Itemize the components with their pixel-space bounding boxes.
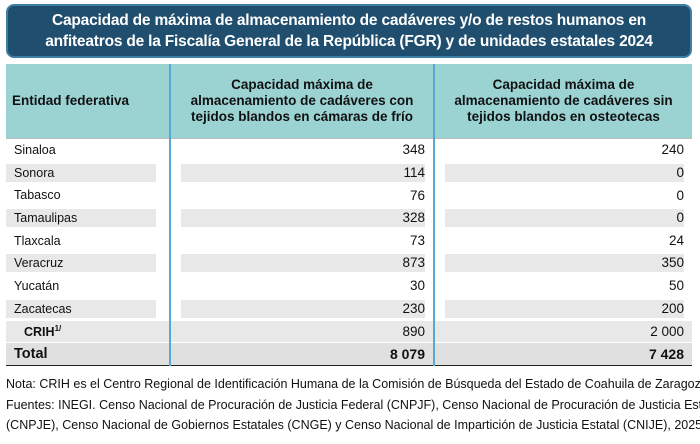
sources-line: Fuentes: INEGI. Censo Nacional de Procur… — [6, 397, 700, 412]
osteotecas-cell: 350 — [445, 254, 684, 273]
frio-cell: 76 — [169, 183, 434, 208]
frio-cell: 873 — [181, 254, 425, 273]
frio-cell: 328 — [181, 208, 425, 227]
crih-entity-cell: CRIH1/ — [6, 320, 170, 344]
header-frio: Capacidad máxima de almacenamiento de ca… — [169, 64, 434, 139]
frio-cell: 114 — [181, 163, 425, 182]
osteotecas-cell: 0 — [445, 208, 684, 227]
table-row: Yucatán 30 50 — [6, 274, 692, 298]
header-entity: Entidad federativa — [6, 64, 170, 139]
table-row: Tamaulipas 328 0 — [6, 206, 692, 230]
header-osteotecas: Capacidad máxima de almacenamiento de ca… — [433, 64, 692, 139]
frio-cell: 348 — [169, 138, 434, 162]
header-row: Entidad federativa Capacidad máxima de a… — [6, 64, 692, 139]
entity-cell: Zacatecas — [6, 299, 156, 318]
footnote-mark: 1/ — [54, 323, 62, 333]
crih-row: CRIH1/ 890 2 000 — [6, 320, 692, 344]
sources-line-cont: (CNPJE), Censo Nacional de Gobiernos Est… — [6, 418, 700, 432]
entity-cell: Tamaulipas — [6, 208, 156, 227]
osteotecas-cell: 200 — [445, 299, 684, 318]
entity-cell: Yucatán — [6, 274, 170, 298]
osteotecas-cell: 50 — [433, 274, 692, 298]
osteotecas-cell: 0 — [445, 163, 684, 182]
crih-frio-cell: 890 — [169, 320, 434, 344]
table-row: Sinaloa 348 240 — [6, 138, 692, 162]
data-table: Entidad federativa Capacidad máxima de a… — [6, 64, 692, 366]
entity-cell: Tlaxcala — [6, 229, 170, 253]
entity-cell: Veracruz — [6, 254, 156, 273]
notes: Nota: CRIH es el Centro Regional de Iden… — [6, 374, 700, 436]
table-title: Capacidad de máxima de almacenamiento de… — [6, 4, 692, 58]
table-row: Sonora 114 0 — [6, 161, 692, 185]
table-row: Zacatecas 230 200 — [6, 297, 692, 321]
entity-cell: Sinaloa — [6, 138, 170, 162]
entity-cell: Sonora — [6, 163, 156, 182]
total-frio-cell: 8 079 — [169, 342, 434, 366]
note-line: Nota: CRIH es el Centro Regional de Iden… — [6, 377, 700, 391]
total-label: Total — [6, 342, 170, 366]
frio-cell: 30 — [169, 274, 434, 298]
table-row: Tabasco 76 0 — [6, 183, 692, 208]
osteotecas-cell: 240 — [433, 138, 692, 162]
frio-cell: 73 — [169, 229, 434, 253]
table-row: Tlaxcala 73 24 — [6, 229, 692, 253]
frio-cell: 230 — [181, 299, 425, 318]
osteotecas-cell: 24 — [433, 229, 692, 253]
total-row: Total 8 079 7 428 — [6, 342, 692, 366]
osteotecas-cell: 0 — [433, 183, 692, 208]
total-osteotecas-cell: 7 428 — [433, 342, 692, 366]
table-row: Veracruz 873 350 — [6, 251, 692, 276]
crih-osteotecas-cell: 2 000 — [433, 320, 692, 344]
entity-cell: Tabasco — [6, 183, 170, 208]
